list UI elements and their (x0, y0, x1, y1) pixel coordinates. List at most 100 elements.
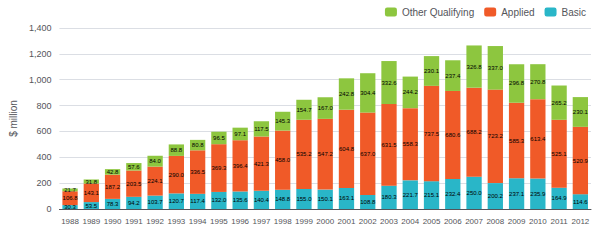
svg-text:0: 0 (46, 204, 51, 214)
svg-text:637.0: 637.0 (360, 151, 376, 157)
svg-text:558.3: 558.3 (403, 141, 419, 147)
svg-text:200: 200 (36, 178, 51, 188)
svg-text:96.5: 96.5 (213, 135, 225, 141)
svg-text:97.1: 97.1 (234, 131, 246, 137)
svg-text:242.8: 242.8 (339, 91, 355, 97)
svg-text:2004: 2004 (401, 217, 419, 226)
svg-text:1,000: 1,000 (29, 75, 52, 85)
svg-text:585.3: 585.3 (509, 138, 525, 144)
svg-text:535.2: 535.2 (296, 151, 312, 157)
svg-text:88.8: 88.8 (171, 147, 183, 153)
svg-text:1989: 1989 (82, 217, 100, 226)
svg-text:2000: 2000 (316, 217, 334, 226)
svg-text:232.4: 232.4 (445, 191, 461, 197)
svg-text:203.5: 203.5 (126, 181, 142, 187)
svg-text:1999: 1999 (295, 217, 313, 226)
svg-text:221.7: 221.7 (403, 192, 419, 198)
svg-text:224.1: 224.1 (148, 178, 164, 184)
svg-text:296.8: 296.8 (509, 80, 525, 86)
svg-text:140.4: 140.4 (254, 197, 270, 203)
svg-text:547.2: 547.2 (318, 151, 334, 157)
svg-text:369.3: 369.3 (211, 165, 227, 171)
svg-text:688.2: 688.2 (467, 129, 483, 135)
svg-text:180.3: 180.3 (381, 194, 397, 200)
svg-text:78.3: 78.3 (107, 201, 119, 207)
svg-text:230.1: 230.1 (573, 109, 589, 115)
svg-text:Other Qualifying: Other Qualifying (402, 7, 474, 18)
svg-text:235.9: 235.9 (530, 191, 546, 197)
svg-text:132.0: 132.0 (211, 197, 227, 203)
svg-text:1992: 1992 (146, 217, 164, 226)
svg-text:800: 800 (36, 101, 51, 111)
svg-text:30.3: 30.3 (64, 204, 76, 210)
svg-text:2008: 2008 (486, 217, 504, 226)
svg-text:525.1: 525.1 (552, 151, 568, 157)
svg-text:2010: 2010 (529, 217, 547, 226)
svg-text:163.1: 163.1 (339, 195, 355, 201)
svg-text:458.0: 458.0 (275, 157, 291, 163)
svg-text:150.1: 150.1 (318, 196, 334, 202)
svg-text:1995: 1995 (210, 217, 228, 226)
svg-text:326.8: 326.8 (467, 64, 483, 70)
svg-text:396.4: 396.4 (233, 163, 249, 169)
svg-text:Basic: Basic (562, 7, 586, 18)
svg-text:80.8: 80.8 (192, 142, 204, 148)
svg-text:1993: 1993 (167, 217, 185, 226)
svg-text:135.6: 135.6 (233, 197, 249, 203)
svg-text:290.0: 290.0 (169, 172, 185, 178)
svg-text:1994: 1994 (189, 217, 207, 226)
svg-text:57.6: 57.6 (128, 164, 140, 170)
svg-text:2012: 2012 (571, 217, 589, 226)
svg-text:237.4: 237.4 (445, 73, 461, 79)
svg-text:600: 600 (36, 126, 51, 136)
svg-text:2001: 2001 (338, 217, 356, 226)
svg-text:114.6: 114.6 (573, 199, 588, 205)
svg-text:1988: 1988 (61, 217, 79, 226)
svg-text:421.3: 421.3 (254, 161, 270, 167)
svg-text:337.0: 337.0 (488, 65, 504, 71)
svg-text:680.6: 680.6 (445, 132, 461, 138)
svg-text:1998: 1998 (274, 217, 292, 226)
svg-text:613.4: 613.4 (530, 136, 546, 142)
svg-text:2005: 2005 (423, 217, 441, 226)
svg-text:237.1: 237.1 (509, 191, 525, 197)
svg-text:215.1: 215.1 (424, 192, 440, 198)
svg-text:94.2: 94.2 (128, 200, 140, 206)
svg-text:$ million: $ million (8, 100, 19, 137)
svg-text:187.2: 187.2 (105, 184, 121, 190)
svg-text:520.9: 520.9 (573, 158, 589, 164)
svg-text:723.2: 723.2 (488, 133, 504, 139)
svg-text:Applied: Applied (501, 7, 534, 18)
svg-text:265.2: 265.2 (552, 100, 568, 106)
svg-text:108.8: 108.8 (360, 199, 376, 205)
svg-text:250.0: 250.0 (467, 190, 483, 196)
svg-text:167.0: 167.0 (318, 105, 334, 111)
svg-text:42.8: 42.8 (107, 169, 119, 175)
svg-text:604.8: 604.8 (339, 146, 355, 152)
svg-text:145.3: 145.3 (275, 118, 291, 124)
svg-text:154.7: 154.7 (296, 107, 312, 113)
svg-text:2007: 2007 (465, 217, 483, 226)
svg-text:737.5: 737.5 (424, 131, 440, 137)
svg-text:336.5: 336.5 (190, 169, 206, 175)
svg-text:2002: 2002 (359, 217, 377, 226)
svg-text:230.1: 230.1 (424, 68, 440, 74)
svg-text:21.7: 21.7 (64, 187, 76, 193)
svg-text:244.2: 244.2 (403, 89, 419, 95)
svg-text:103.7: 103.7 (148, 199, 164, 205)
svg-text:631.5: 631.5 (381, 142, 397, 148)
svg-text:53.5: 53.5 (85, 203, 97, 209)
svg-text:304.4: 304.4 (360, 90, 376, 96)
svg-text:143.1: 143.1 (84, 190, 100, 196)
svg-text:270.8: 270.8 (530, 79, 546, 85)
svg-text:106.8: 106.8 (63, 195, 79, 201)
svg-text:400: 400 (36, 152, 51, 162)
svg-text:1,400: 1,400 (29, 23, 52, 33)
svg-text:1997: 1997 (253, 217, 271, 226)
svg-text:164.9: 164.9 (552, 195, 568, 201)
svg-text:84.0: 84.0 (149, 158, 161, 164)
svg-text:155.0: 155.0 (296, 196, 312, 202)
svg-text:31.8: 31.8 (85, 179, 97, 185)
svg-text:2006: 2006 (444, 217, 462, 226)
svg-text:200.2: 200.2 (488, 193, 504, 199)
